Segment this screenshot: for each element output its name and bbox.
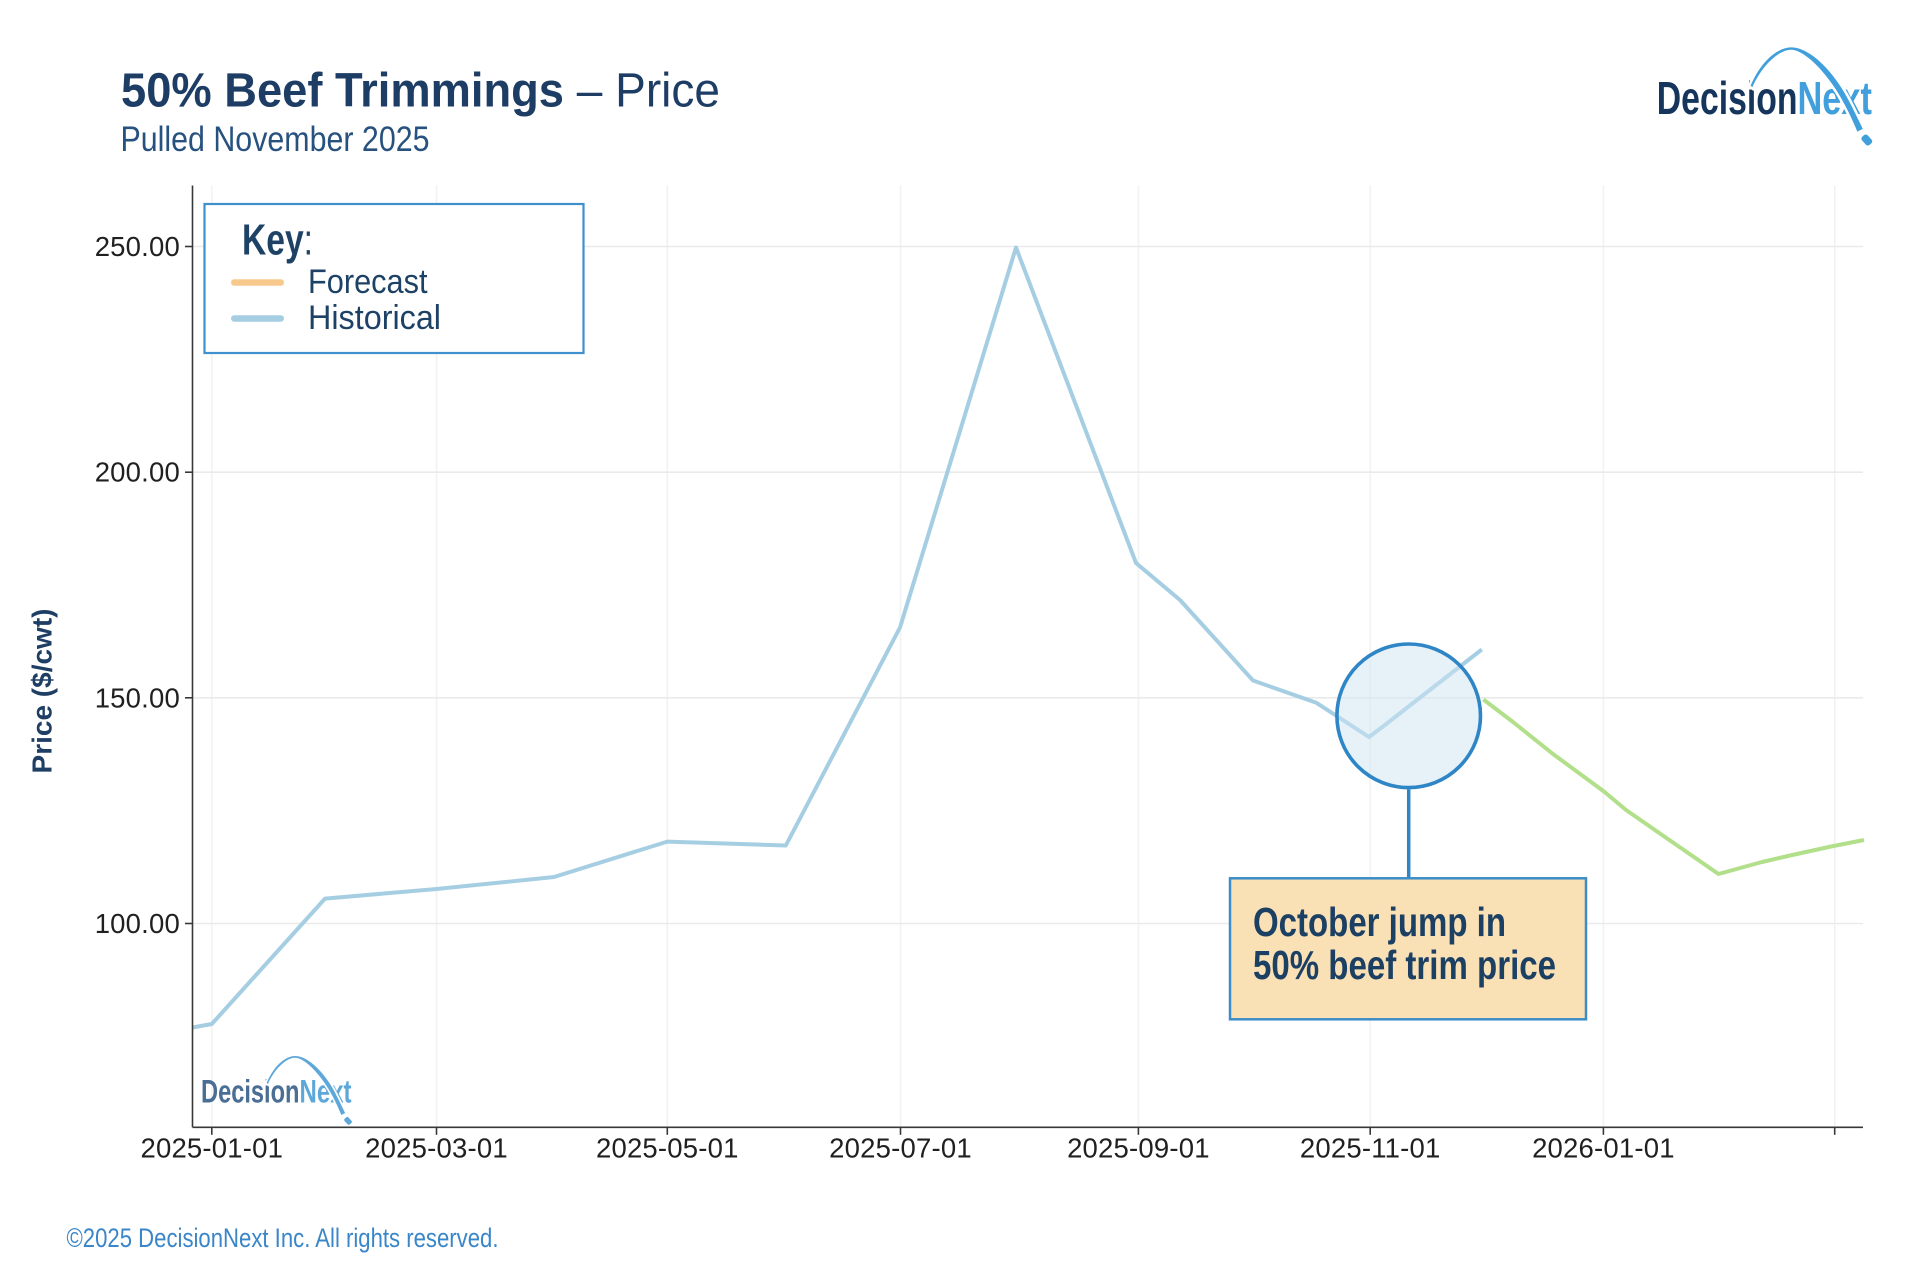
svg-text:2025-03-01: 2025-03-01 — [365, 1133, 508, 1164]
svg-text:2026-01-01: 2026-01-01 — [1532, 1133, 1675, 1164]
svg-text:DecisionNext: DecisionNext — [201, 1074, 352, 1110]
svg-text:150.00: 150.00 — [95, 682, 180, 713]
svg-text:50% Beef Trimmings – Price: 50% Beef Trimmings – Price — [121, 65, 720, 118]
svg-text:100.00: 100.00 — [95, 908, 180, 939]
svg-text:250.00: 250.00 — [95, 231, 180, 262]
svg-text:©2025 DecisionNext Inc. All ri: ©2025 DecisionNext Inc. All rights reser… — [67, 1223, 499, 1253]
svg-text:Forecast: Forecast — [308, 263, 428, 301]
svg-text:200.00: 200.00 — [95, 457, 180, 488]
svg-text:Pulled November 2025: Pulled November 2025 — [121, 119, 430, 159]
svg-text:2025-09-01: 2025-09-01 — [1067, 1133, 1210, 1164]
svg-text:2025-01-01: 2025-01-01 — [140, 1133, 283, 1164]
svg-text:Key:: Key: — [242, 216, 313, 265]
svg-text:October jump in: October jump in — [1253, 899, 1506, 945]
svg-text:2025-05-01: 2025-05-01 — [596, 1133, 739, 1164]
svg-text:2025-07-01: 2025-07-01 — [829, 1133, 972, 1164]
svg-text:Price ($/cwt): Price ($/cwt) — [27, 609, 58, 774]
svg-text:50% beef trim price: 50% beef trim price — [1253, 942, 1556, 988]
svg-text:Historical: Historical — [308, 299, 441, 337]
svg-text:2025-11-01: 2025-11-01 — [1300, 1133, 1441, 1164]
